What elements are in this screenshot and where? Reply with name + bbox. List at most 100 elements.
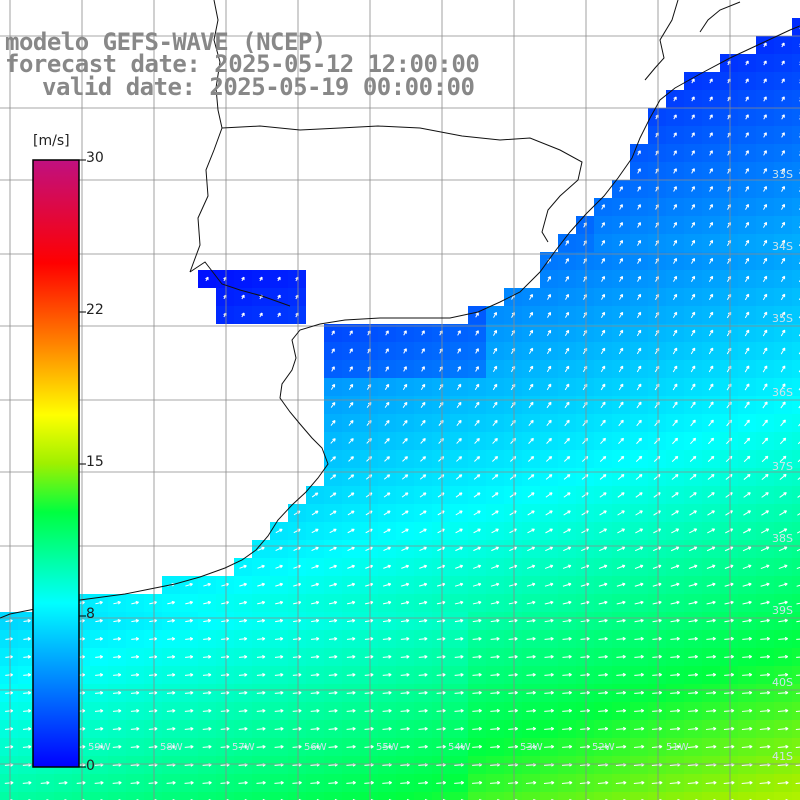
wind-arrow — [565, 276, 569, 282]
colorbar-tick-22: 22 — [86, 302, 104, 318]
wind-arrow — [400, 618, 410, 623]
wind-arrow — [673, 239, 678, 246]
wind-arrow — [383, 510, 391, 516]
wind-arrow — [329, 528, 337, 534]
wind-arrow — [635, 455, 643, 462]
wind-arrow — [346, 600, 356, 605]
wind-arrow — [202, 726, 212, 731]
wind-arrow — [184, 744, 194, 749]
wind-arrow — [564, 401, 570, 409]
wind-arrow — [759, 726, 771, 731]
wind-arrow — [473, 528, 481, 534]
wind-arrow — [672, 437, 679, 445]
wind-arrow — [670, 708, 681, 713]
wind-arrow — [348, 401, 354, 408]
wind-arrow — [565, 311, 570, 318]
wind-arrow — [184, 708, 194, 713]
wind-arrow — [690, 437, 697, 445]
wind-arrow — [382, 708, 392, 713]
wind-arrow — [672, 347, 678, 355]
wind-arrow — [598, 672, 608, 677]
wind-arrow — [454, 654, 464, 659]
wind-arrow — [705, 726, 717, 731]
field-cell — [594, 792, 612, 800]
wind-arrow — [562, 726, 573, 731]
colorbar-ramp — [32, 159, 80, 768]
wind-arrow — [547, 311, 552, 318]
wind-arrow — [598, 618, 608, 623]
wind-arrow — [346, 618, 356, 623]
field-cell — [432, 792, 450, 800]
wind-arrow — [492, 419, 498, 426]
wind-arrow — [346, 672, 356, 677]
wind-arrow — [420, 456, 427, 462]
wind-arrow — [744, 293, 750, 301]
wind-arrow — [688, 636, 698, 641]
wind-arrow — [239, 564, 247, 569]
wind-arrow — [562, 744, 573, 749]
wind-arrow — [709, 132, 713, 138]
wind-arrow — [292, 636, 302, 641]
wind-arrow — [490, 618, 500, 623]
wind-arrow — [202, 690, 212, 695]
wind-arrow — [346, 708, 356, 713]
wind-arrow — [455, 510, 463, 516]
wind-arrow — [456, 419, 462, 426]
wind-arrow — [490, 636, 500, 641]
field-cell — [792, 558, 800, 576]
wind-arrow — [706, 636, 716, 641]
wind-arrow — [491, 564, 500, 569]
field-cell — [270, 792, 288, 800]
wind-arrow — [131, 618, 139, 623]
wind-arrow — [795, 782, 800, 784]
wind-arrow — [202, 780, 212, 785]
wind-arrow — [777, 726, 789, 731]
wind-arrow — [311, 618, 320, 623]
wind-arrow — [113, 672, 122, 677]
wind-arrow — [184, 690, 194, 695]
wind-arrow — [671, 455, 679, 463]
wind-arrow — [95, 655, 104, 659]
wind-arrow — [690, 365, 696, 373]
wind-arrow — [670, 654, 680, 659]
model-title: modelo GEFS-WAVE (NCEP) — [5, 28, 326, 56]
wind-arrow — [384, 456, 390, 462]
wind-arrow — [383, 582, 392, 587]
wind-arrow — [364, 618, 374, 623]
wind-arrow — [420, 401, 426, 408]
wind-arrow — [634, 564, 644, 569]
wind-arrow — [491, 510, 499, 516]
wind-arrow — [742, 582, 752, 587]
wind-arrow — [544, 690, 554, 695]
wind-arrow — [490, 672, 500, 677]
wind-arrow — [619, 186, 623, 192]
wind-arrow — [492, 456, 499, 462]
wind-arrow — [436, 672, 446, 677]
wind-arrow — [743, 437, 751, 445]
wind-arrow — [796, 638, 800, 640]
wind-arrow — [402, 456, 409, 462]
lat-label-38s: 38S — [772, 532, 793, 545]
wind-arrow — [331, 366, 335, 372]
wind-arrow — [292, 726, 302, 731]
wind-arrow — [778, 654, 789, 659]
wind-arrow — [709, 150, 713, 156]
field-cell — [378, 792, 396, 800]
wind-arrow — [601, 258, 605, 264]
wind-arrow — [221, 618, 230, 623]
wind-arrow — [637, 239, 642, 246]
wind-arrow — [760, 564, 770, 570]
wind-arrow — [330, 383, 336, 390]
wind-arrow — [709, 168, 713, 174]
wind-arrow — [241, 276, 245, 282]
wind-arrow — [256, 690, 266, 695]
wind-arrow — [455, 564, 464, 569]
wind-arrow — [508, 600, 518, 605]
wind-arrow — [328, 780, 338, 785]
wind-arrow — [563, 455, 571, 462]
wind-arrow — [436, 726, 446, 731]
wind-arrow — [329, 618, 338, 623]
wind-arrows — [4, 25, 800, 800]
field-cell — [792, 666, 800, 684]
wind-arrow — [691, 239, 696, 246]
